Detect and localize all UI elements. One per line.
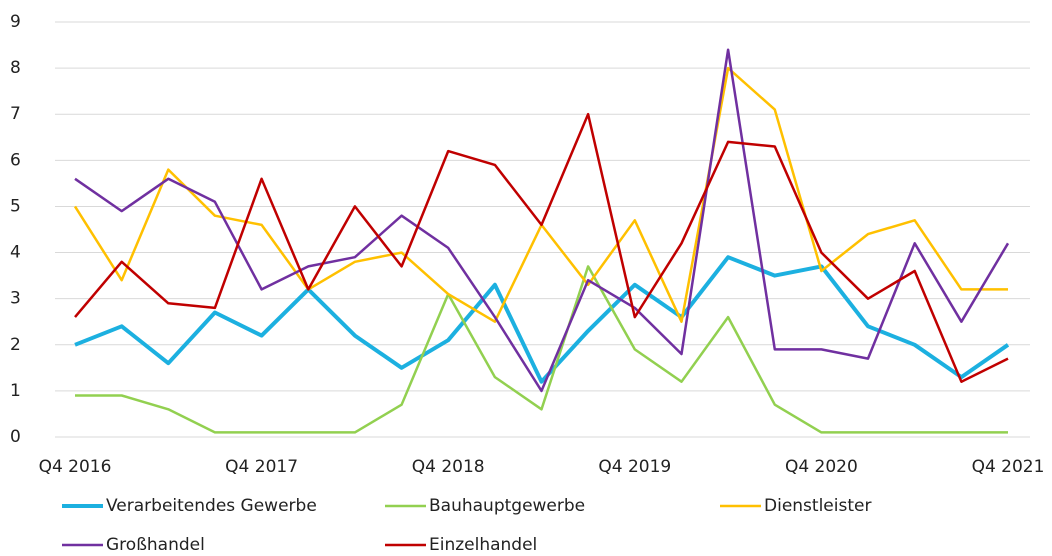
series-line	[74, 112, 1009, 383]
series-line	[73, 66, 1008, 323]
y-tick-label: 2	[10, 335, 21, 355]
legend-label: Bauhauptgewerbe	[429, 496, 585, 516]
legend-label: Dienstleister	[764, 496, 871, 516]
x-tick-label: Q4 2016	[39, 457, 112, 477]
y-tick-label: 0	[10, 427, 21, 447]
legend-label: Einzelhandel	[429, 535, 537, 555]
x-tick-label: Q4 2018	[412, 457, 485, 477]
x-tick-label: Q4 2020	[785, 457, 858, 477]
legend-label: Verarbeitendes Gewerbe	[106, 496, 317, 516]
y-tick-label: 6	[10, 150, 21, 170]
y-tick-label: 4	[10, 243, 21, 263]
series-line	[75, 265, 1008, 434]
y-tick-label: 9	[10, 12, 21, 32]
y-tick-label: 8	[10, 58, 21, 78]
x-tick-label: Q4 2021	[972, 457, 1045, 477]
series-line	[74, 48, 1010, 393]
y-tick-label: 3	[10, 289, 21, 309]
series-line	[74, 255, 1010, 384]
legend-label: Großhandel	[106, 535, 205, 555]
x-tick-label: Q4 2019	[598, 457, 671, 477]
y-tick-label: 1	[10, 381, 21, 401]
x-tick-label: Q4 2017	[225, 457, 298, 477]
y-tick-label: 7	[10, 104, 21, 124]
y-tick-label: 5	[10, 196, 21, 216]
